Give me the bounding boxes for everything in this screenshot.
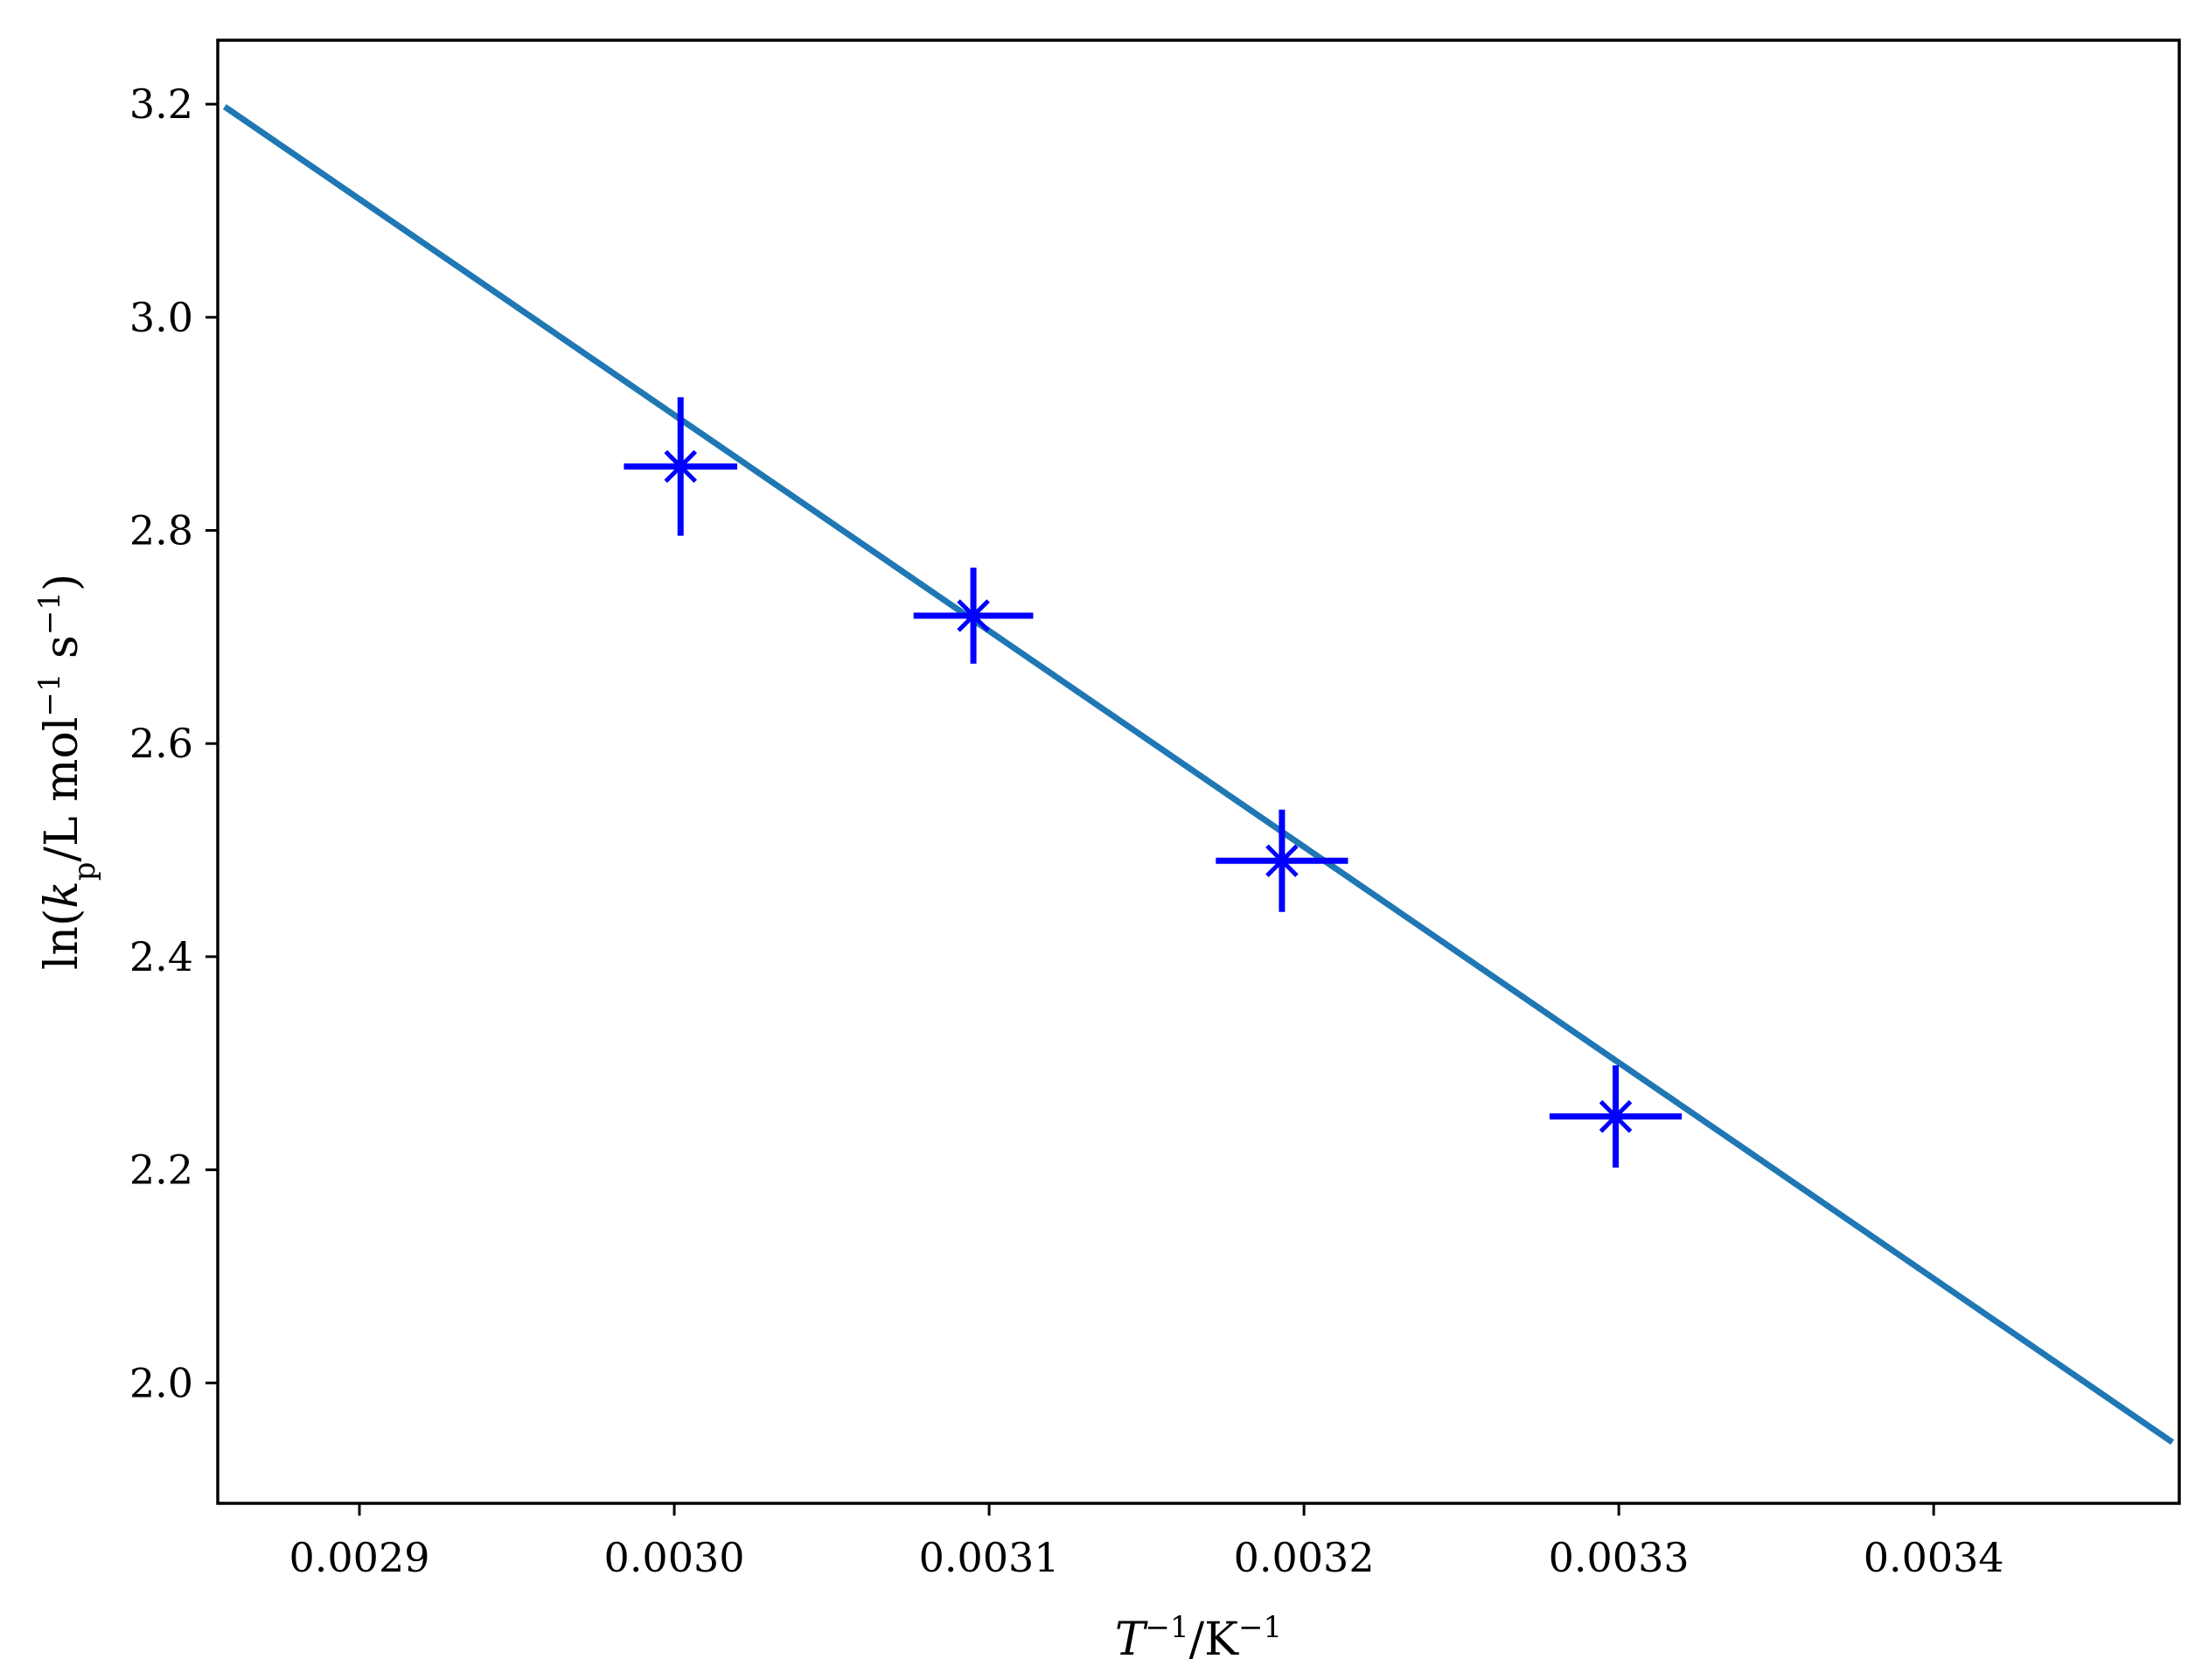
y-tick-label: 2.8 [129,507,193,554]
x-marker [1265,844,1299,878]
x-tick-label: 0.0029 [289,1534,430,1581]
data-point [624,397,738,536]
y-tick-label: 3.2 [129,80,193,128]
x-marker [1599,1099,1633,1133]
axes-frame [216,38,2181,1505]
x-tick-label: 0.0034 [1864,1534,2004,1581]
y-tick-label: 2.2 [129,1147,193,1194]
data-point [1549,1065,1683,1168]
fit-line [222,104,2175,1445]
y-tick-label: 2.4 [129,933,193,980]
y-axis-ticks: 2.0 2.2 2.4 2.6 2.8 3.0 3.2 [129,80,218,1406]
y-axis-label: ln(kp/L mol−1 s−1) [32,574,102,970]
data-point [1216,809,1348,912]
y-tick-label: 2.0 [129,1359,193,1406]
x-tick-label: 0.0033 [1549,1534,1690,1581]
x-marker [957,599,990,632]
x-marker [664,450,698,484]
x-tick-label: 0.0031 [919,1534,1060,1581]
y-tick-label: 2.6 [129,720,193,767]
x-tick-label: 0.0030 [604,1534,745,1581]
chart-marks [222,104,2175,1445]
x-tick-label: 0.0032 [1234,1534,1375,1581]
x-axis-ticks: 0.0029 0.0030 0.0031 0.0032 0.0033 0.0034 [289,1503,2004,1581]
data-point [913,568,1034,664]
y-tick-label: 3.0 [129,294,193,341]
x-axis-label: T−1/K−1 [1115,1610,1282,1666]
